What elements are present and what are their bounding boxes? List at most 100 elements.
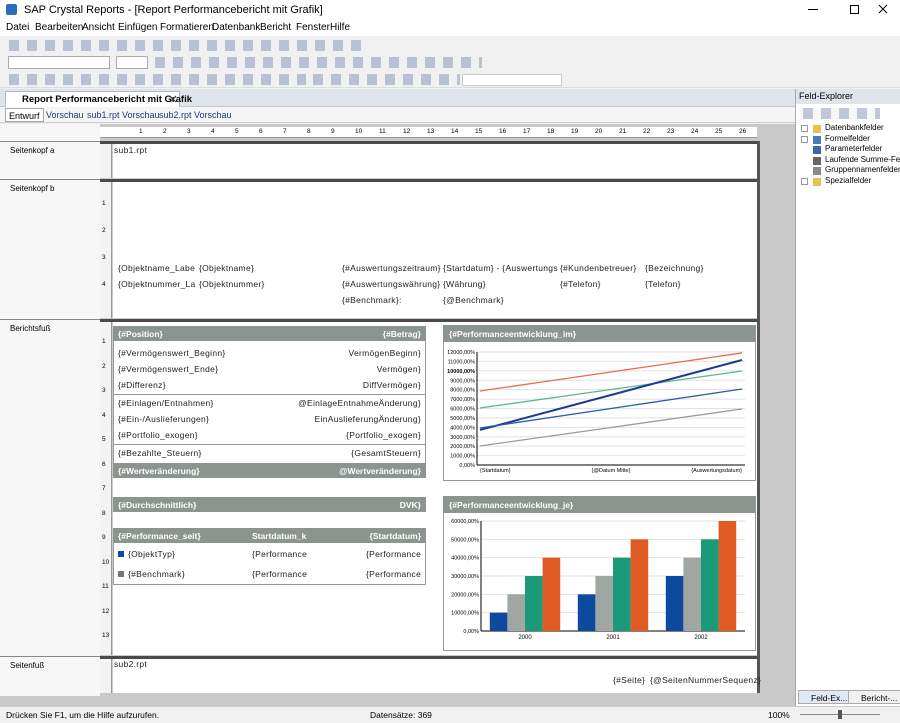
y-tick-label: 1000,00% <box>450 454 475 460</box>
field: {#Benchmark} <box>128 569 185 579</box>
line-series <box>479 370 743 409</box>
subreport: sub2.rpt <box>114 659 148 669</box>
tree-item[interactable]: Laufende Summe-Felder <box>825 154 900 164</box>
menu-item[interactable]: Bearbeiten <box>35 22 84 33</box>
x-tick-label: 2001 <box>606 635 620 641</box>
field: EinAuslieferungÄnderung} <box>314 414 421 424</box>
header-band <box>113 463 426 478</box>
bar <box>630 539 649 631</box>
row-separator <box>113 394 426 395</box>
view-tab[interactable]: Entwurf <box>5 108 44 122</box>
expander[interactable] <box>801 125 808 132</box>
ruler-label: 12 <box>403 128 411 135</box>
y-tick-label: 10000,00% <box>447 369 475 375</box>
zoom-thumb[interactable] <box>838 710 842 719</box>
field: {@SeitenNummerSequenz} <box>650 675 762 685</box>
section-label: Seitenkopf b <box>10 184 55 193</box>
toolbar-icons <box>6 40 366 51</box>
field: {#Einlagen/Entnahmen} <box>118 398 214 408</box>
minimize-button[interactable] <box>808 9 818 10</box>
tree-icon <box>813 146 821 155</box>
ruler-label: 8 <box>102 509 106 517</box>
x-tick-label: {Startdatum} <box>480 468 511 474</box>
view-tab[interactable]: Vorschau <box>46 110 84 120</box>
ruler-label: 18 <box>547 128 555 135</box>
bar <box>542 557 561 631</box>
document-tab[interactable]: Report Performancebericht mit Grafik <box>5 91 192 107</box>
menu-item[interactable]: Formatieren <box>160 22 214 33</box>
x-tick-label: {@Datum Mitte} <box>592 468 631 474</box>
field: {Performance <box>366 569 422 579</box>
line-series <box>479 408 743 447</box>
status-zoom: 100% <box>768 710 790 720</box>
field: {GesamtSteuern} <box>351 448 421 458</box>
average-value: DVK} <box>399 500 421 510</box>
tree-item[interactable]: Datenbankfelder <box>825 123 884 132</box>
menu-item[interactable]: Ansicht <box>82 22 115 33</box>
menu-item[interactable]: Datenbank <box>212 22 261 33</box>
menu-item[interactable]: Fenster <box>296 22 330 33</box>
ruler-label: 10 <box>355 128 363 135</box>
ruler-label: 2 <box>102 362 106 370</box>
panel-tab[interactable]: Bericht-... <box>848 690 900 704</box>
view-tab[interactable]: sub1.rpt Vorschau <box>87 110 160 120</box>
view-tab-strip <box>0 107 795 123</box>
ruler-label: 26 <box>739 128 747 135</box>
expander[interactable] <box>801 135 808 143</box>
ruler-label: 3 <box>102 254 106 261</box>
y-tick-label: 20000,00% <box>451 592 479 598</box>
menu-bar <box>0 20 900 36</box>
field: {#Ein-/Auslieferungen} <box>118 414 210 424</box>
ruler-label: 6 <box>259 128 263 135</box>
section-label: Berichtsfuß <box>10 324 51 333</box>
menu-item[interactable]: Hilfe <box>330 22 351 33</box>
y-tick-label: 8000,00% <box>450 388 475 394</box>
ruler-label: 22 <box>643 128 651 135</box>
expander[interactable] <box>801 178 808 185</box>
panel-tab[interactable]: Feld-Ex... <box>798 690 852 704</box>
font-combo[interactable] <box>8 56 110 69</box>
x-tick-label: 2000 <box>518 635 532 641</box>
tree-item[interactable]: Parameterfelder <box>825 144 883 154</box>
y-tick-label: 12000,00% <box>447 350 475 356</box>
section-body <box>113 659 757 693</box>
size-combo[interactable] <box>116 56 148 69</box>
y-tick-label: 0,00% <box>463 629 479 635</box>
tree-icon <box>813 156 821 165</box>
field: {Performance <box>252 569 308 579</box>
section-bar <box>100 179 757 182</box>
field: {ObjektTyp} <box>128 549 176 559</box>
y-tick-label: 60000,00% <box>451 519 479 525</box>
toolbar-field <box>462 74 562 86</box>
maximize-button[interactable] <box>850 5 859 14</box>
tree-item[interactable]: Gruppennamenfelder <box>825 165 900 175</box>
tree-icon <box>813 125 821 133</box>
field: {#Portfolio_exogen} <box>118 430 198 440</box>
ruler-label: 24 <box>691 128 699 135</box>
tab-close[interactable] <box>169 95 177 106</box>
field: {Telefon} <box>645 279 681 289</box>
bar <box>701 539 719 631</box>
column-header: {#Position} <box>118 329 163 339</box>
ruler-label: 5 <box>102 436 106 443</box>
vertical-ruler <box>100 144 112 178</box>
menu-item[interactable]: Bericht <box>260 22 292 33</box>
ruler-label: 23 <box>667 128 675 135</box>
menu-item[interactable]: Einfügen <box>118 22 158 33</box>
tree-item[interactable]: Spezialfelder <box>825 176 872 185</box>
bar <box>683 557 701 631</box>
ruler-label: 9 <box>102 534 106 541</box>
close-button[interactable] <box>876 2 890 16</box>
view-tab[interactable]: sub2.rpt Vorschau <box>159 110 232 120</box>
ruler-label: 3 <box>187 128 191 135</box>
vertical-ruler <box>100 182 112 318</box>
field: {Objektname} <box>199 263 255 273</box>
ruler-label: 19 <box>571 128 579 135</box>
tree-item[interactable]: Formelfelder <box>825 133 870 143</box>
column-header: Startdatum_k <box>252 531 307 541</box>
ruler-label: 1 <box>139 128 143 135</box>
chart-title-band <box>443 496 756 513</box>
field: VermögenBeginn} <box>348 348 421 358</box>
menu-item[interactable]: Datei <box>6 22 30 33</box>
field: {#Vermögenswert_Ende} <box>118 364 219 374</box>
